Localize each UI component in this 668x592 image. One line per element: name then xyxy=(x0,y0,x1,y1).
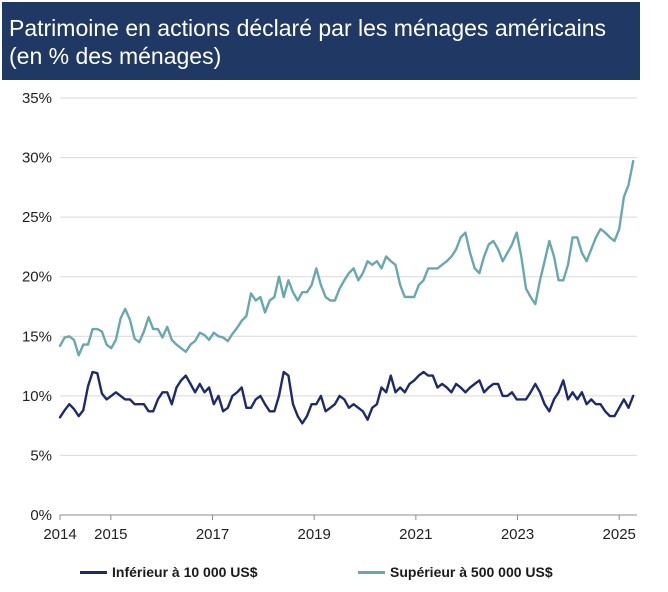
legend-label-lower: Inférieur à 10 000 US$ xyxy=(112,564,258,580)
y-tick-label: 15% xyxy=(22,328,52,345)
legend-label-upper: Supérieur à 500 000 US$ xyxy=(390,564,553,580)
line-chart: 0%5%10%15%20%25%30%35% 2014 2015 2017 2019 2… xyxy=(22,90,637,543)
chart-title: Patrimoine en actions déclaré par les mé… xyxy=(9,15,607,41)
gridlines xyxy=(59,97,637,520)
series-lines xyxy=(58,159,635,425)
y-tick-label: 0% xyxy=(30,507,52,524)
legend-item-lower: Inférieur à 10 000 US$ xyxy=(80,564,258,580)
x-tick-label: 2014 xyxy=(43,526,76,543)
y-tick-label: 5% xyxy=(30,447,52,464)
x-tick-label: 2019 xyxy=(297,526,330,543)
x-tick-label: 2021 xyxy=(399,526,432,543)
legend-swatch-lower xyxy=(80,570,107,574)
y-tick-label: 30% xyxy=(22,150,52,167)
legend-item-upper: Supérieur à 500 000 US$ xyxy=(358,564,553,580)
chart-legend: Inférieur à 10 000 US$ Supérieur à 500 0… xyxy=(0,564,668,586)
x-axis-tick-labels: 2014 2015 2017 2019 2021 2023 2025 xyxy=(43,526,636,543)
legend-swatch-upper xyxy=(358,570,385,574)
chart-title-banner: Patrimoine en actions déclaré par les mé… xyxy=(2,2,640,80)
y-tick-label: 25% xyxy=(22,209,52,226)
series-line-upper xyxy=(58,159,635,357)
y-axis-tick-labels: 0% 5% 10% 15% 20% 25% 30% 35% xyxy=(22,90,52,524)
x-tick-label: 2017 xyxy=(196,526,229,543)
y-tick-label: 10% xyxy=(22,388,52,405)
chart-subtitle: (en % des ménages) xyxy=(9,43,222,69)
x-tick-label: 2015 xyxy=(94,526,127,543)
series-line-lower xyxy=(58,370,635,425)
y-tick-label: 35% xyxy=(22,90,52,107)
y-tick-label: 20% xyxy=(22,269,52,286)
x-tick-label: 2025 xyxy=(603,526,636,543)
x-tick-label: 2023 xyxy=(501,526,534,543)
